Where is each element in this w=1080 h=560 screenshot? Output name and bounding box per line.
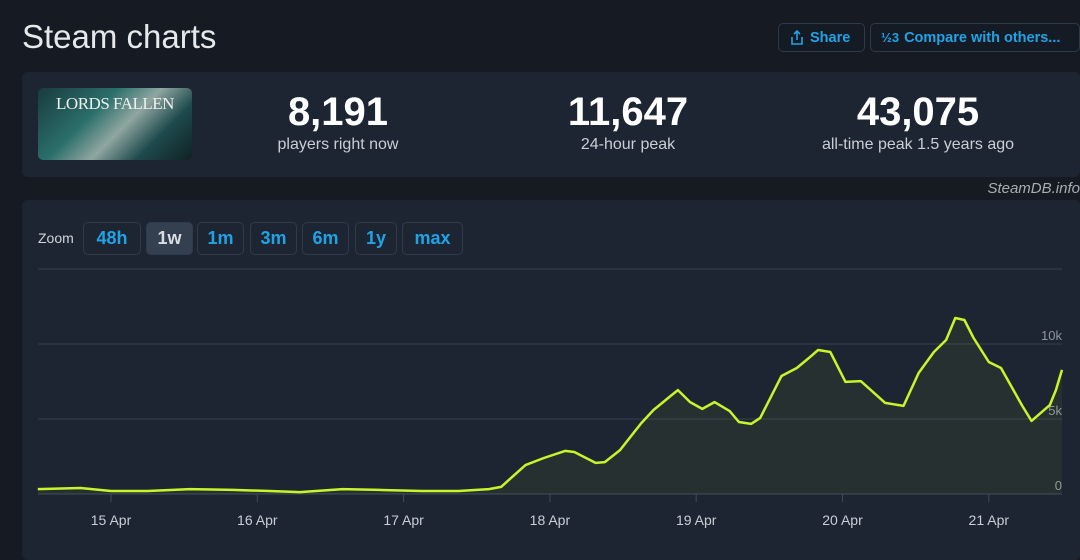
x-tick-label: 17 Apr <box>383 512 424 528</box>
x-tick-label: 15 Apr <box>91 512 132 528</box>
x-tick-label: 16 Apr <box>237 512 278 528</box>
x-tick-label: 18 Apr <box>530 512 571 528</box>
y-tick-label: 10k <box>1041 328 1062 343</box>
x-tick-label: 19 Apr <box>676 512 717 528</box>
x-tick-label: 21 Apr <box>969 512 1010 528</box>
x-tick-label: 20 Apr <box>822 512 863 528</box>
